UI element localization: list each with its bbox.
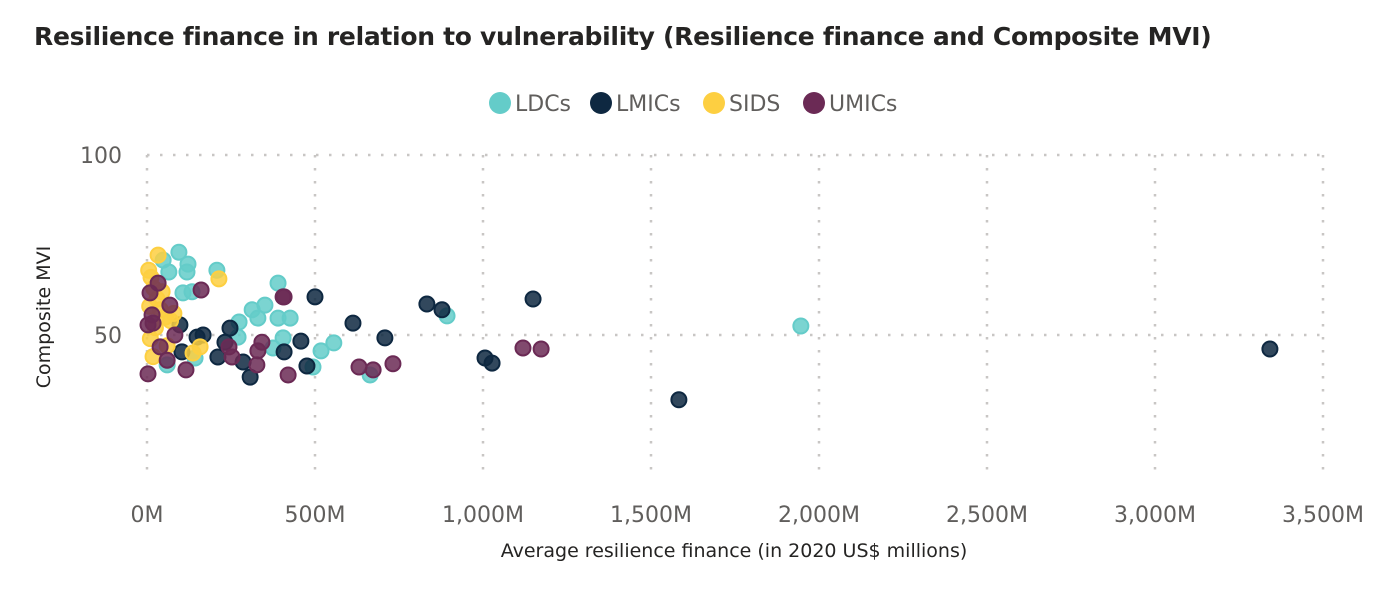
data-point: [292, 332, 310, 350]
data-point: [670, 391, 688, 409]
data-point: [248, 356, 266, 374]
data-point: [384, 355, 402, 373]
legend: LDCs LMICs SIDS UMICs: [489, 92, 897, 117]
data-point: [249, 309, 267, 327]
data-point: [279, 366, 297, 384]
x-tick-label: 2,500M: [946, 503, 1028, 528]
data-points: [139, 243, 1279, 409]
x-tick-label: 500M: [285, 503, 346, 528]
x-tick-label: 3,000M: [1114, 503, 1196, 528]
y-tick-label: 50: [94, 324, 122, 349]
legend-marker-lmics: [590, 92, 612, 114]
data-point: [514, 339, 532, 357]
y-tick-label: 100: [80, 144, 122, 169]
series-umics: [139, 274, 550, 384]
y-axis-label: Composite MVI: [33, 246, 55, 388]
x-tick-label: 0M: [131, 503, 164, 528]
legend-label-sids: SIDS: [729, 92, 780, 117]
data-point: [223, 348, 241, 366]
data-point: [184, 344, 202, 362]
x-tick-label: 1,000M: [442, 503, 524, 528]
data-point: [166, 326, 184, 344]
legend-label-lmics: LMICs: [616, 92, 681, 117]
data-point: [376, 329, 394, 347]
data-point: [210, 270, 228, 288]
data-point: [418, 295, 436, 313]
x-tick-label: 3,500M: [1282, 503, 1364, 528]
data-point: [158, 351, 176, 369]
data-point: [161, 296, 179, 314]
data-point: [792, 317, 810, 335]
legend-marker-umics: [803, 92, 825, 114]
data-point: [221, 319, 239, 337]
data-point: [178, 263, 196, 281]
data-point: [483, 354, 501, 372]
data-point: [192, 281, 210, 299]
data-point: [306, 288, 324, 306]
data-point: [275, 343, 293, 361]
data-point: [281, 309, 299, 327]
legend-label-umics: UMICs: [829, 92, 897, 117]
data-point: [312, 342, 330, 360]
data-point: [256, 296, 274, 314]
data-point: [532, 340, 550, 358]
data-point: [364, 361, 382, 379]
x-axis-label: Average resilience finance (in 2020 US$ …: [501, 540, 968, 562]
data-point: [177, 361, 195, 379]
data-point: [298, 357, 316, 375]
data-point: [1261, 340, 1279, 358]
data-point: [151, 338, 169, 356]
data-point: [433, 301, 451, 319]
axis-ticks: 0M 500M 1,000M 1,500M 2,000M 2,500M 3,000M 3,50…: [80, 144, 1364, 528]
data-point: [274, 288, 292, 306]
data-point: [141, 284, 159, 302]
series-ldcs: [154, 243, 810, 384]
data-point: [139, 316, 157, 334]
x-tick-label: 2,000M: [778, 503, 860, 528]
data-point: [249, 342, 267, 360]
legend-marker-ldcs: [489, 92, 511, 114]
data-point: [344, 314, 362, 332]
gridlines: [145, 153, 1325, 479]
chart-title: Resilience finance in relation to vulner…: [34, 22, 1212, 51]
data-point: [350, 358, 368, 376]
data-point: [149, 246, 167, 264]
legend-marker-sids: [703, 92, 725, 114]
data-point: [524, 290, 542, 308]
legend-label-ldcs: LDCs: [515, 92, 571, 117]
data-point: [170, 243, 188, 261]
data-point: [139, 365, 157, 383]
data-point: [325, 334, 343, 352]
x-tick-label: 1,500M: [610, 503, 692, 528]
